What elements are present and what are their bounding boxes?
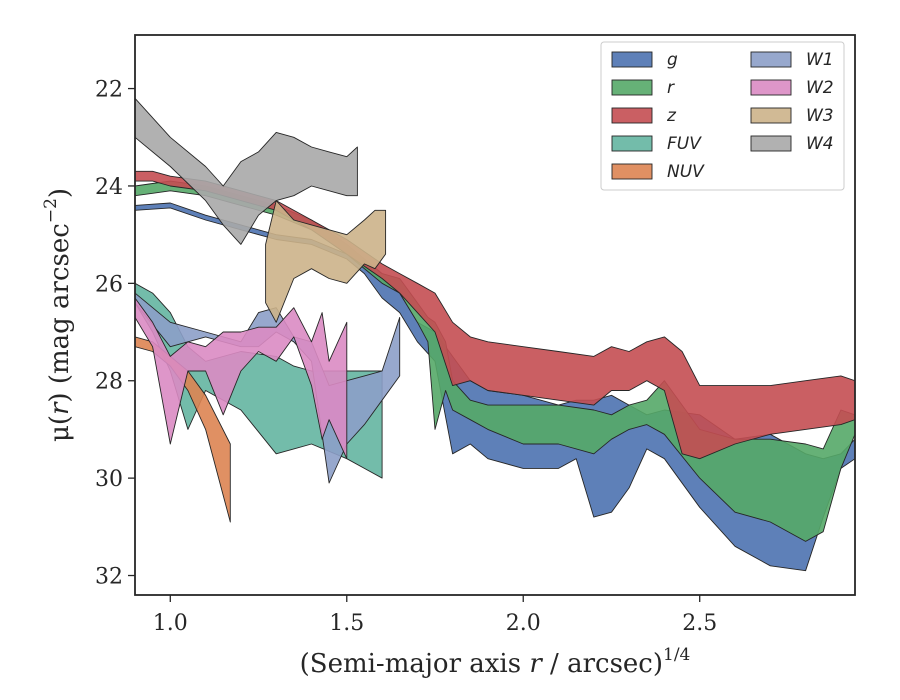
legend-swatch-nuv bbox=[611, 163, 653, 180]
legend-swatch-w3 bbox=[750, 107, 792, 124]
legend-swatch-g bbox=[611, 51, 653, 68]
legend-label-w3: W3 bbox=[806, 106, 834, 126]
x-axis-ticks: 1.0 1.5 2.0 2.5 bbox=[153, 595, 717, 636]
legend-swatch-r bbox=[611, 79, 653, 96]
x-tick-label: 1.0 bbox=[153, 611, 188, 636]
legend-swatch-fuv bbox=[611, 135, 653, 152]
band-w3 bbox=[265, 200, 387, 323]
y-tick-label: 32 bbox=[95, 565, 123, 590]
legend-swatch-w1 bbox=[750, 51, 792, 68]
legend-label-nuv: NUV bbox=[667, 162, 705, 182]
legend-label-g: g bbox=[667, 50, 678, 70]
legend-label-fuv: FUV bbox=[667, 134, 702, 154]
legend-swatch-w2 bbox=[750, 79, 792, 96]
y-tick-label: 28 bbox=[95, 370, 123, 395]
y-axis-label: μ(r) (mag arcsec−2) bbox=[41, 188, 75, 442]
y-tick-label: 30 bbox=[95, 467, 123, 492]
x-tick-label: 2.5 bbox=[682, 611, 717, 636]
y-tick-label: 26 bbox=[95, 272, 123, 297]
plot-frame bbox=[134, 34, 856, 596]
legend-label-r: r bbox=[667, 78, 675, 98]
legend-label-z: z bbox=[666, 106, 677, 126]
series-bands bbox=[135, 97, 855, 572]
legend-label-w1: W1 bbox=[806, 50, 834, 70]
y-axis-ticks: 22 24 26 28 30 32 bbox=[95, 78, 135, 590]
x-tick-label: 1.5 bbox=[329, 611, 364, 636]
legend-swatch-w4 bbox=[750, 135, 792, 152]
band-z bbox=[135, 170, 855, 460]
legend-box bbox=[600, 41, 845, 191]
y-tick-label: 24 bbox=[95, 175, 123, 200]
band-w2 bbox=[135, 297, 348, 460]
band-w4 bbox=[135, 97, 358, 245]
x-tick-label: 2.0 bbox=[506, 611, 541, 636]
legend-swatch-z bbox=[611, 107, 653, 124]
x-axis-label: (Semi-major axis r / arcsec)1/4 bbox=[300, 645, 691, 679]
legend-label-w4: W4 bbox=[806, 134, 834, 154]
y-tick-label: 22 bbox=[95, 78, 123, 103]
legend-label-w2: W2 bbox=[806, 78, 834, 98]
legend: grz FUV NUV W1 W2 W3 W4 bbox=[600, 41, 845, 191]
